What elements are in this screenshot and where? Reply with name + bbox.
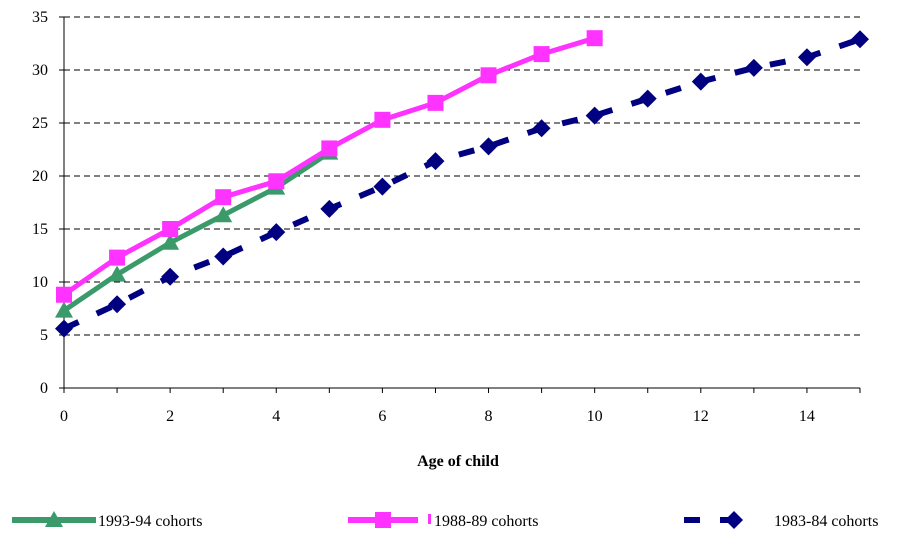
x-tick-label: 10 [587, 408, 603, 425]
data-point [268, 173, 285, 190]
series-line [62, 150, 331, 313]
legend: 1993-94 cohorts 1988-89 cohorts 1983-84 co… [12, 511, 878, 530]
x-tick-label: 4 [272, 408, 280, 425]
legend-label: 1993-94 cohorts [98, 513, 202, 530]
data-point [480, 67, 497, 84]
grid-lines [64, 16, 860, 336]
series-line [62, 36, 861, 332]
data-point [215, 189, 232, 206]
data-point [55, 301, 73, 318]
data-point [267, 223, 286, 242]
y-tick-label: 5 [40, 327, 48, 344]
legend-swatch-marker [725, 511, 743, 529]
data-point [214, 206, 233, 223]
data-point [586, 30, 603, 47]
data-point [479, 137, 498, 156]
data-point [108, 265, 127, 282]
data-point [56, 286, 72, 303]
x-tick-label: 0 [60, 408, 68, 425]
legend-label: 1983-84 cohorts [774, 513, 878, 530]
legend-swatch-tick [428, 514, 431, 524]
data-point [108, 295, 127, 314]
x-tick-label: 14 [799, 408, 815, 425]
data-point [109, 249, 126, 266]
y-tick-label: 10 [32, 274, 48, 291]
series-group [55, 30, 869, 338]
data-point [161, 233, 180, 250]
x-tick-label: 6 [378, 408, 386, 425]
legend-item: 1983-84 cohorts [684, 511, 878, 530]
data-point [320, 199, 339, 218]
data-point [744, 58, 763, 77]
x-tick-label: 8 [485, 408, 493, 425]
data-point [797, 48, 816, 67]
data-point [162, 221, 179, 237]
data-point [585, 106, 604, 125]
data-point [55, 319, 73, 338]
legend-item: 1988-89 cohorts [348, 512, 538, 530]
data-point [161, 267, 180, 286]
y-tick-label: 35 [32, 9, 48, 26]
y-tick-label: 30 [32, 62, 48, 79]
legend-swatch-marker [45, 511, 63, 527]
data-point [214, 247, 233, 266]
data-point [851, 30, 869, 49]
data-point [374, 111, 391, 128]
data-point [373, 177, 392, 196]
x-tick-label: 2 [166, 408, 174, 425]
data-point [533, 46, 550, 63]
series-1983-84-cohorts [55, 30, 869, 338]
data-point [532, 119, 551, 138]
legend-swatch-marker [375, 512, 391, 528]
y-tick-label: 25 [32, 115, 48, 132]
series-1988-89-cohorts [56, 30, 603, 303]
x-tick-label: 12 [693, 408, 709, 425]
data-point [638, 89, 657, 108]
y-tick-label: 0 [40, 380, 48, 397]
data-point [321, 140, 338, 157]
legend-label: 1988-89 cohorts [434, 513, 538, 530]
data-point [426, 152, 445, 171]
data-point [691, 72, 710, 91]
x-axis-title: Age of child [417, 453, 499, 470]
y-tick-label: 15 [32, 221, 48, 238]
y-tick-label: 20 [32, 168, 48, 185]
data-point [427, 94, 444, 111]
legend-item: 1993-94 cohorts [12, 511, 202, 530]
tick-labels: 0 5 10 15 20 25 30 35 0 2 4 6 8 10 12 14 [32, 9, 815, 425]
